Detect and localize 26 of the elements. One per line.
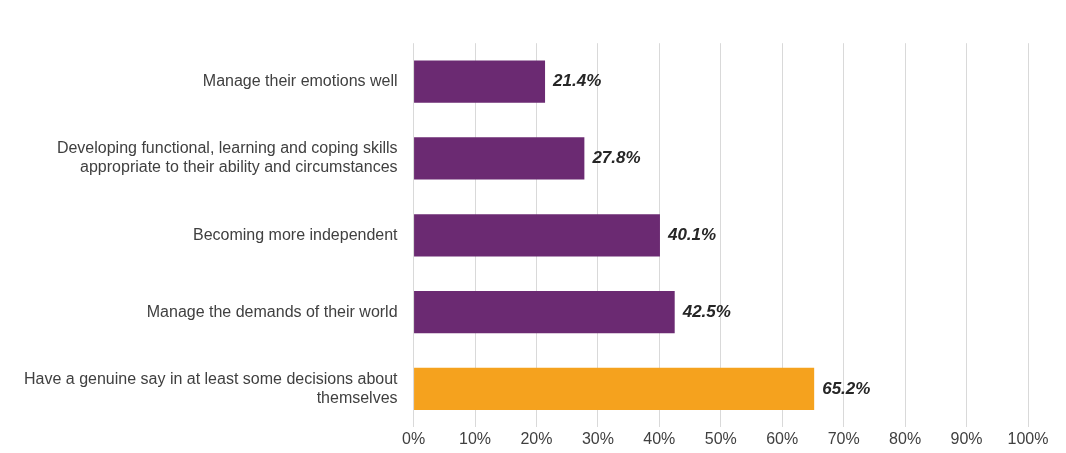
x-tick-label: 100% — [1007, 430, 1049, 448]
y-tick-label: Developing functional, learning and coping skills appropriate to their ability and circumstances — [56, 139, 398, 176]
y-tick-label: Manage their emotions well — [202, 72, 398, 90]
y-tick-label: Have a genuine say in at least some decisions about themselves — [24, 369, 399, 406]
y-tick-label: Becoming more independent — [192, 225, 399, 243]
x-tick-label: 40% — [643, 430, 676, 448]
bar — [414, 137, 585, 180]
x-tick-label: 30% — [581, 430, 614, 448]
data-label: 65.2% — [822, 378, 871, 398]
data-label: 40.1% — [666, 224, 717, 244]
data-label: 27.8% — [591, 148, 641, 168]
x-tick-label: 20% — [520, 430, 553, 448]
y-tick-label: Manage the demands of their world — [146, 302, 398, 320]
x-tick-label: 70% — [827, 430, 860, 448]
x-tick-label: 10% — [458, 430, 492, 448]
x-tick-label: 50% — [704, 430, 737, 448]
bar — [414, 291, 675, 334]
x-tick-label: 60% — [766, 430, 799, 448]
data-label: 21.4% — [552, 71, 602, 91]
x-tick-label: 90% — [950, 430, 983, 448]
bar — [414, 214, 660, 257]
bar — [414, 367, 815, 411]
bar — [414, 60, 546, 103]
data-label: 42.5% — [681, 301, 731, 321]
x-tick-label: 80% — [889, 430, 922, 448]
x-tick-label: 0% — [402, 430, 426, 448]
